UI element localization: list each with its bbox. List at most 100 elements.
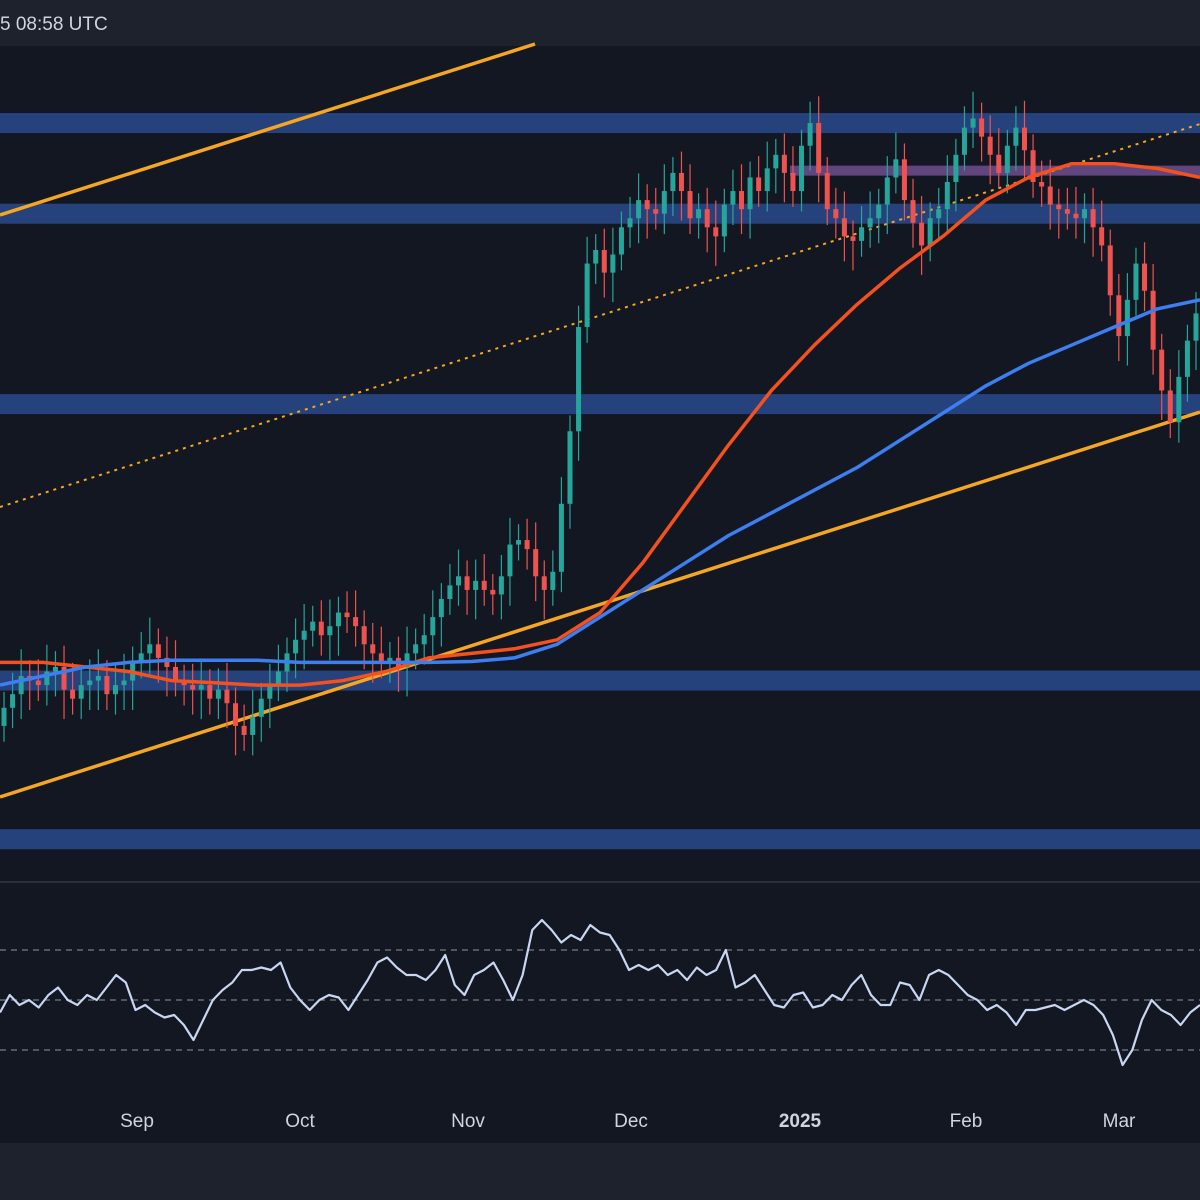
candle-body (95, 676, 101, 681)
candle-body (447, 585, 453, 599)
candle-body (764, 168, 770, 192)
x-tick-label: Oct (285, 1111, 315, 1132)
candle-body (224, 689, 230, 704)
x-tick-label: 2025 (779, 1111, 822, 1132)
candle-body (387, 657, 393, 663)
candle-body (147, 644, 153, 654)
candle-body (618, 227, 624, 255)
candle-body (927, 218, 933, 246)
x-tick-label: Mar (1103, 1111, 1136, 1132)
candle-body (876, 204, 882, 219)
candle-body (610, 254, 616, 273)
candle-body (361, 626, 367, 645)
candle-body (138, 653, 144, 663)
candle-body (267, 685, 273, 699)
candle-body (1099, 227, 1105, 246)
chart-svg[interactable]: Sep Oct Nov Dec 2025 Feb Mar (0, 0, 1200, 1143)
candle-body (1176, 376, 1182, 423)
candle-body (1142, 263, 1148, 291)
candle-body (558, 503, 564, 572)
candle-body (533, 549, 539, 577)
candle-body (1039, 181, 1045, 187)
candle-body (353, 617, 359, 627)
price-channel (0, 42, 1200, 799)
candle-body (953, 154, 959, 182)
zone-band (0, 203, 1200, 224)
candle-body (198, 685, 204, 690)
x-tick-label: Dec (614, 1111, 648, 1132)
x-tick-label: Nov (451, 1111, 485, 1132)
candle-body (627, 218, 633, 228)
candle-body (215, 689, 221, 699)
purple-zone-band (790, 165, 1200, 176)
candle-body (678, 172, 684, 192)
candle-body (781, 154, 787, 173)
candle-body (721, 204, 727, 237)
candle-body (61, 666, 67, 690)
candle-body (473, 580, 479, 590)
candle-body (10, 694, 16, 708)
candle-body (910, 200, 916, 223)
candle-body (636, 200, 642, 219)
candle-body (52, 666, 58, 672)
candle-body (1047, 186, 1053, 205)
candle-body (661, 191, 667, 214)
top-bar: 5 08:58 UTC (0, 0, 1200, 46)
candle-body (438, 598, 444, 618)
candlestick-series (1, 91, 1199, 756)
candle-body (190, 685, 196, 690)
candle-body (344, 612, 350, 618)
candle-body (250, 716, 256, 735)
candle-body (1107, 245, 1113, 296)
candle-body (576, 327, 582, 432)
zone-band (0, 829, 1200, 850)
candle-body (370, 644, 376, 654)
x-tick-label: Feb (950, 1111, 983, 1132)
candle-body (867, 218, 873, 228)
candle-body (859, 227, 865, 241)
candle-body (301, 630, 307, 640)
candle-body (258, 698, 264, 717)
candle-body (593, 249, 599, 264)
candle-body (524, 540, 530, 550)
candle-body (1193, 313, 1199, 341)
candle-body (816, 123, 822, 173)
candle-body (421, 635, 427, 645)
candle-body (850, 236, 856, 241)
candle-body (18, 676, 24, 695)
candle-body (104, 676, 110, 695)
candle-body (919, 222, 925, 246)
candle-body (704, 209, 710, 228)
candle-body (756, 177, 762, 192)
channel-lower-line (0, 410, 1200, 799)
candle-body (507, 544, 513, 577)
candle-body (790, 172, 796, 192)
candle-body (112, 685, 118, 695)
candle-body (1021, 127, 1027, 151)
candle-body (327, 626, 333, 636)
candle-body (841, 218, 847, 237)
candle-body (164, 657, 170, 667)
candle-body (747, 177, 753, 210)
candle-body (901, 159, 907, 201)
candle-body (275, 671, 281, 686)
candle-body (1013, 127, 1019, 146)
ma-blue-line (0, 298, 1200, 687)
candle-body (173, 666, 179, 681)
rsi-line (0, 918, 1200, 1067)
candle-body (824, 172, 830, 210)
candle-body (893, 159, 899, 178)
candle-body (1056, 204, 1062, 210)
candle-body (670, 172, 676, 192)
moving-averages (0, 162, 1200, 687)
candle-body (567, 431, 573, 504)
candle-body (1133, 263, 1139, 300)
channel-mid-line (0, 123, 1200, 508)
candle-body (456, 576, 462, 586)
candle-body (430, 617, 436, 636)
candle-body (799, 145, 805, 192)
candle-body (121, 680, 127, 686)
candle-body (584, 263, 590, 328)
candle-body (1159, 349, 1165, 391)
